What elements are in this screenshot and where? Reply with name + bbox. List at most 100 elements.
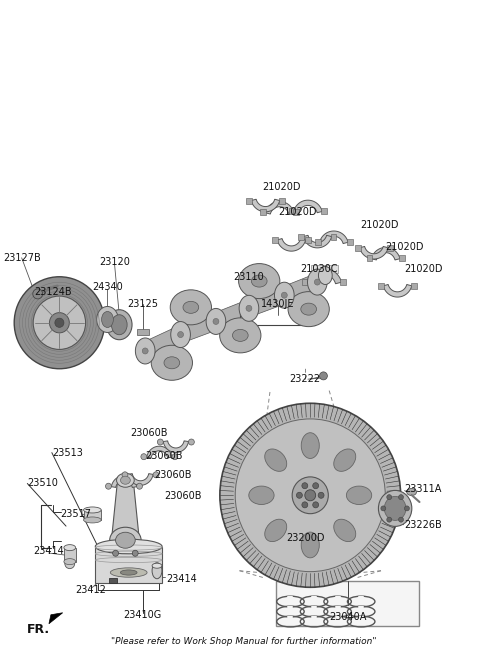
Circle shape [292,477,328,514]
Circle shape [320,372,327,380]
Bar [276,581,419,626]
Ellipse shape [64,559,76,565]
Circle shape [137,483,143,489]
Text: 23127B: 23127B [3,253,40,263]
Ellipse shape [152,563,162,579]
Text: 21030C: 21030C [300,264,337,274]
Polygon shape [294,200,322,213]
Circle shape [398,495,404,500]
Polygon shape [303,236,332,248]
Circle shape [172,454,178,460]
Circle shape [398,517,404,522]
Bar [411,283,417,289]
Circle shape [313,483,319,489]
Bar [311,264,338,273]
Text: 21020D: 21020D [360,220,398,230]
Circle shape [189,439,194,445]
Ellipse shape [334,449,356,472]
Polygon shape [208,302,257,327]
Circle shape [141,454,147,460]
Polygon shape [372,247,400,260]
Bar [279,198,285,204]
Circle shape [220,403,401,587]
Text: 21020D: 21020D [263,182,301,192]
Polygon shape [112,480,139,538]
Text: 23200D: 23200D [286,533,325,543]
Ellipse shape [183,301,199,314]
Ellipse shape [84,507,101,513]
Ellipse shape [407,489,417,495]
Ellipse shape [117,473,134,487]
Text: 23060B: 23060B [164,491,202,501]
Text: 23414: 23414 [33,546,64,556]
Bar [378,283,384,289]
Ellipse shape [116,532,135,548]
Circle shape [33,289,43,299]
Polygon shape [276,276,325,301]
Text: 23510: 23510 [27,478,58,489]
Polygon shape [147,446,172,458]
Ellipse shape [378,491,412,526]
Circle shape [235,419,385,571]
Text: 24340: 24340 [92,282,123,293]
Circle shape [153,472,159,478]
Circle shape [387,517,392,522]
Polygon shape [163,441,189,453]
Bar [137,329,149,335]
Ellipse shape [265,519,287,542]
Text: 23412: 23412 [75,585,107,596]
Text: 23110: 23110 [234,272,264,282]
Circle shape [381,506,386,511]
Circle shape [178,331,183,338]
Ellipse shape [384,497,406,520]
Circle shape [33,296,85,350]
Ellipse shape [265,449,287,472]
Bar [367,255,372,261]
Ellipse shape [110,568,147,577]
Ellipse shape [102,312,113,327]
Circle shape [387,495,392,500]
Text: 23410G: 23410G [124,610,162,621]
Ellipse shape [288,292,329,327]
Polygon shape [49,613,63,624]
Ellipse shape [171,321,191,348]
Circle shape [14,277,105,369]
Bar [387,245,393,251]
Circle shape [55,318,64,327]
Ellipse shape [164,357,180,369]
Ellipse shape [239,295,259,321]
Polygon shape [277,239,306,251]
Text: "Please refer to Work Shop Manual for further information": "Please refer to Work Shop Manual for fu… [111,637,377,646]
Circle shape [281,292,287,298]
Ellipse shape [64,544,76,550]
Bar [289,208,295,214]
Ellipse shape [318,266,332,285]
Circle shape [142,348,148,354]
Text: 23040A: 23040A [329,611,367,622]
Text: 23120: 23120 [99,257,130,268]
Bar [261,209,266,215]
Polygon shape [241,289,292,314]
Circle shape [318,492,324,499]
Circle shape [49,313,69,333]
Ellipse shape [107,310,132,340]
Bar [347,239,353,245]
Ellipse shape [301,532,319,558]
Ellipse shape [84,517,101,523]
Ellipse shape [120,570,137,575]
Bar [355,245,360,251]
Ellipse shape [239,264,280,298]
Circle shape [313,502,319,508]
Polygon shape [96,546,162,583]
Bar [331,234,336,240]
Circle shape [246,305,252,312]
Circle shape [213,318,219,325]
Ellipse shape [301,303,316,315]
Text: 23060B: 23060B [145,451,183,461]
Bar [315,239,321,245]
Circle shape [314,279,320,285]
Ellipse shape [96,539,162,554]
Ellipse shape [249,486,274,504]
Circle shape [157,439,163,445]
Text: 23060B: 23060B [130,428,168,438]
